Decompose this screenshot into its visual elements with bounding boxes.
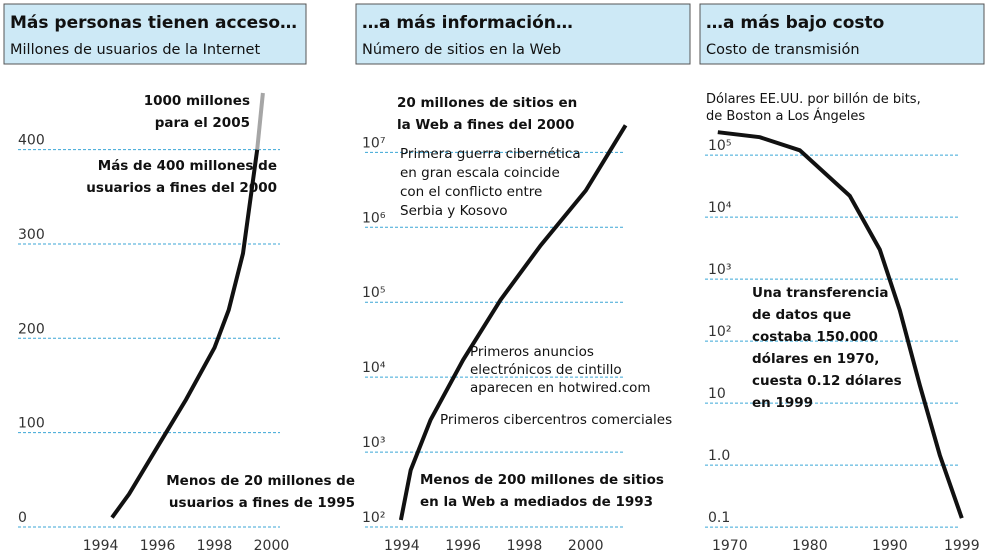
x-tick-label: 1970 — [712, 538, 748, 554]
annotation: en gran escala coincide — [400, 165, 560, 181]
chart-subtitle: Número de sitios en la Web — [362, 42, 561, 58]
data-line — [110, 149, 260, 519]
annotation: Una transferencia — [752, 285, 888, 301]
annotation: Primera guerra cibernética — [400, 146, 581, 162]
x-tick-label: 2000 — [254, 538, 290, 554]
x-tick-label: 1998 — [507, 538, 543, 554]
annotation: usuarios a fines de 1995 — [169, 495, 355, 511]
y-tick-label: 10³ — [362, 435, 385, 451]
data-line — [255, 92, 265, 150]
x-tick-label: 2000 — [568, 538, 604, 554]
x-tick-label: 1996 — [445, 538, 481, 554]
y-tick-label: 10⁴ — [708, 200, 732, 216]
annotation: Menos de 20 millones de — [166, 473, 355, 489]
y-tick-label: 10⁷ — [362, 135, 385, 151]
data-line — [398, 124, 628, 521]
annotation: Más de 400 millones de — [98, 158, 277, 174]
annotation: usuarios a fines del 2000 — [86, 180, 277, 196]
y-tick-label: 200 — [18, 321, 45, 337]
header-box — [355, 3, 691, 65]
annotation: Serbia y Kosovo — [400, 203, 508, 219]
header-box — [699, 3, 985, 65]
annotation: aparecen en hotwired.com — [470, 380, 651, 396]
chart-subtitle: Millones de usuarios de la Internet — [10, 42, 260, 58]
x-tick-label: 1994 — [83, 538, 119, 554]
y-tick-label: 1.0 — [708, 448, 730, 464]
y-tick-label: 10 — [708, 386, 726, 402]
y-tick-label: 0.1 — [708, 510, 730, 526]
annotation: de datos que — [752, 307, 851, 323]
annotation: 1000 millones — [144, 93, 250, 109]
x-tick-label: 1990 — [872, 538, 908, 554]
x-tick-label: 1999 — [944, 538, 980, 554]
x-tick-label: 1994 — [384, 538, 420, 554]
y-axis-label: Dólares EE.UU. por billón de bits, — [706, 92, 921, 107]
header-box — [3, 3, 307, 65]
annotation: en la Web a mediados de 1993 — [420, 494, 653, 510]
y-tick-label: 10² — [362, 510, 385, 526]
annotation: electrónicos de cintillo — [470, 362, 622, 378]
y-tick-label: 10² — [708, 324, 731, 340]
data-line — [717, 130, 964, 519]
y-tick-label: 10⁵ — [708, 138, 731, 154]
x-tick-label: 1998 — [197, 538, 233, 554]
chart-subtitle: Costo de transmisión — [706, 42, 860, 58]
y-axis-label: de Boston a Los Ángeles — [706, 108, 865, 124]
annotation: dólares en 1970, — [752, 351, 879, 367]
annotation: Primeros anuncios — [470, 344, 594, 360]
annotation: cuesta 0.12 dólares — [752, 373, 902, 389]
annotation: con el conflicto entre — [400, 184, 542, 200]
chart-title: Más personas tienen acceso… — [10, 13, 297, 33]
y-tick-label: 100 — [18, 416, 45, 432]
annotation: 20 millones de sitios en — [397, 95, 577, 111]
y-tick-label: 400 — [18, 133, 45, 149]
y-tick-label: 10⁶ — [362, 210, 386, 226]
y-tick-label: 10⁵ — [362, 285, 385, 301]
annotation: Primeros cibercentros comerciales — [440, 412, 672, 428]
annotation: para el 2005 — [155, 115, 250, 131]
chart-title: …a más bajo costo — [706, 13, 884, 33]
annotation: costaba 150.000 — [752, 329, 878, 345]
y-tick-label: 10⁴ — [362, 360, 386, 376]
x-tick-label: 1980 — [792, 538, 828, 554]
y-tick-label: 300 — [18, 227, 45, 243]
annotation: en 1999 — [752, 395, 813, 411]
annotation: Menos de 200 millones de sitios — [420, 472, 664, 488]
chart-title: …a más información… — [362, 13, 573, 33]
y-tick-label: 10³ — [708, 262, 731, 278]
annotation: la Web a fines del 2000 — [397, 117, 574, 133]
y-tick-label: 0 — [18, 510, 27, 526]
x-tick-label: 1996 — [140, 538, 176, 554]
